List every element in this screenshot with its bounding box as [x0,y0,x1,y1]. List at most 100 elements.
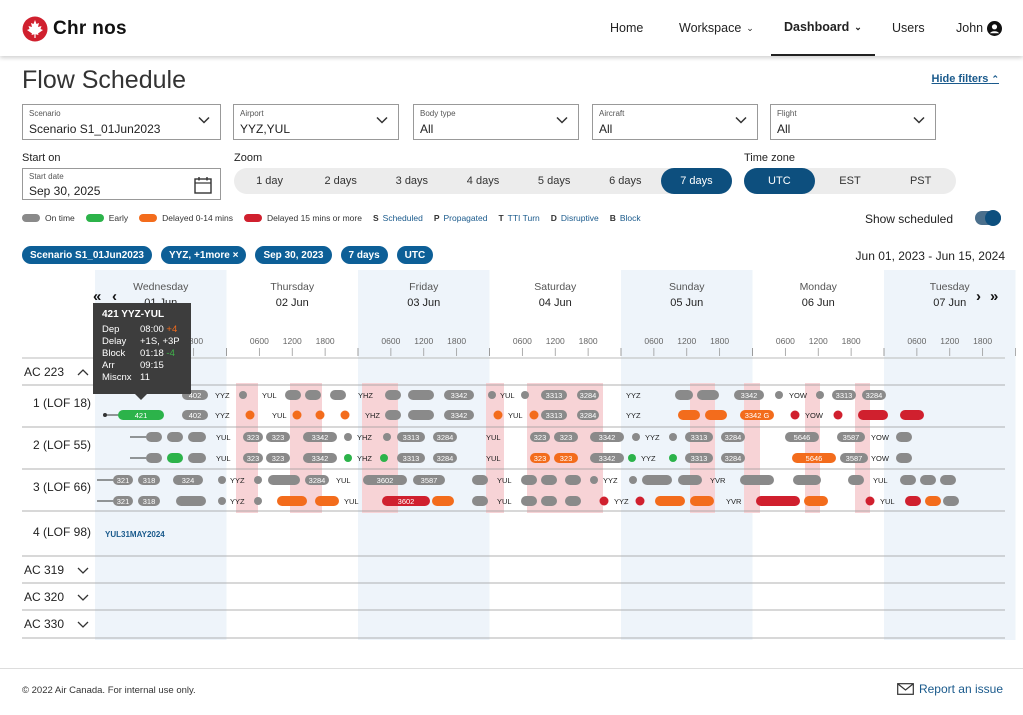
flight-bar[interactable] [675,390,693,400]
prev-day-icon[interactable]: ‹ [112,288,117,305]
flight-bar[interactable] [303,453,337,463]
flight-bar[interactable] [925,496,941,506]
legend-code-scheduled[interactable]: S Scheduled [373,213,423,223]
status-dot[interactable] [521,391,529,399]
flight-bar[interactable] [167,453,183,463]
flight-bar[interactable] [685,453,713,463]
status-dot[interactable] [218,497,226,505]
nav-users[interactable]: Users [892,0,925,56]
flight-bar[interactable] [655,496,685,506]
flight-bar[interactable] [577,410,599,420]
brand-logo[interactable]: Chr nos [22,16,127,42]
user-menu[interactable]: John [956,0,1003,56]
flight-bar[interactable] [268,475,300,485]
flight-bar[interactable] [862,390,886,400]
flight-bar[interactable] [266,432,290,442]
chevron-down-icon[interactable] [77,567,89,574]
flight-badge[interactable] [635,496,645,506]
flight-bar[interactable] [678,410,700,420]
status-dot[interactable] [488,391,496,399]
flight-bar[interactable] [804,496,828,506]
legend-code-tti-turn[interactable]: T TTI Turn [498,213,539,223]
flight-bar[interactable] [905,496,921,506]
flight-bar[interactable] [433,432,457,442]
flight-bar[interactable] [330,390,346,400]
flight-bar[interactable] [685,432,713,442]
flight-bar[interactable] [848,475,864,485]
flight-badge[interactable] [493,410,503,420]
flight-badge[interactable] [292,410,302,420]
status-dot[interactable] [632,433,640,441]
flight-bar[interactable] [305,390,321,400]
nav-dashboard[interactable]: Dashboard ⌄ [771,0,875,56]
flight-bar[interactable] [756,496,800,506]
zoom-option-6-days[interactable]: 6 days [609,175,642,187]
report-issue-link[interactable]: Report an issue [897,682,1003,696]
flight-bar[interactable] [408,390,434,400]
flight-bar[interactable] [554,432,578,442]
status-dot[interactable] [254,497,262,505]
next-week-icon[interactable]: » [990,288,998,305]
flight-bar[interactable] [740,410,774,420]
zoom-option-5-days[interactable]: 5 days [537,175,571,187]
flight-bar[interactable] [896,432,912,442]
flight-bar[interactable] [896,453,912,463]
filter-aircraft[interactable]: Aircraft All [592,104,758,140]
flight-bar[interactable] [690,496,714,506]
status-dot[interactable] [383,433,391,441]
flight-bar[interactable] [721,432,745,442]
flight-bar[interactable] [444,390,474,400]
flight-bar[interactable] [541,496,557,506]
flight-bar[interactable] [173,475,203,485]
flight-bar[interactable] [408,410,434,420]
show-scheduled-toggle[interactable] [975,210,1001,226]
filter-flight[interactable]: Flight All [770,104,936,140]
nav-workspace[interactable]: Workspace ⌄ [679,0,754,56]
flight-bar[interactable] [642,475,672,485]
flight-bar[interactable] [113,475,133,485]
flight-bar[interactable] [734,390,764,400]
flight-bar[interactable] [397,453,425,463]
status-dot[interactable] [239,391,247,399]
legend-code-disruptive[interactable]: D Disruptive [551,213,599,223]
flight-bar[interactable] [943,496,959,506]
zoom-option-2-days[interactable]: 2 days [324,175,357,187]
filter-chip[interactable]: Scenario S1_01Jun2023 [22,246,152,264]
flight-bar[interactable] [315,496,339,506]
flight-bar[interactable] [678,475,702,485]
flight-bar[interactable] [433,453,457,463]
flight-bar[interactable] [188,432,206,442]
flight-bar[interactable] [432,496,454,506]
flight-bar[interactable] [521,475,537,485]
flight-bar[interactable] [266,453,290,463]
timezone-option-est[interactable]: EST [839,175,861,187]
next-day-icon[interactable]: › [976,288,981,305]
flight-bar[interactable] [792,453,836,463]
flight-bar[interactable] [472,496,488,506]
filter-chip[interactable]: UTC [396,246,434,264]
status-dot[interactable] [669,433,677,441]
filter-body-type[interactable]: Body type All [413,104,579,140]
status-dot[interactable] [380,454,388,462]
start-date-field[interactable]: Start date Sep 30, 2025 [22,168,221,200]
status-dot[interactable] [254,476,262,484]
flight-bar[interactable] [113,496,133,506]
prev-week-icon[interactable]: « [93,288,101,305]
status-dot[interactable] [629,476,637,484]
flight-bar[interactable] [785,432,819,442]
flight-bar[interactable] [541,390,567,400]
flight-bar[interactable] [397,432,425,442]
zoom-option-3-days[interactable]: 3 days [395,175,429,187]
flight-bar[interactable] [530,453,550,463]
flight-bar[interactable] [530,432,550,442]
nav-home[interactable]: Home [610,0,643,56]
flight-bar[interactable] [167,432,183,442]
legend-code-propagated[interactable]: P Propagated [434,213,488,223]
filter-airport[interactable]: Airport YYZ,YUL [233,104,399,140]
flight-bar[interactable] [832,390,856,400]
flight-bar[interactable] [793,475,821,485]
flight-bar[interactable] [590,453,624,463]
flight-bar[interactable] [565,475,581,485]
flight-bar[interactable] [385,390,401,400]
flight-bar[interactable] [705,410,727,420]
